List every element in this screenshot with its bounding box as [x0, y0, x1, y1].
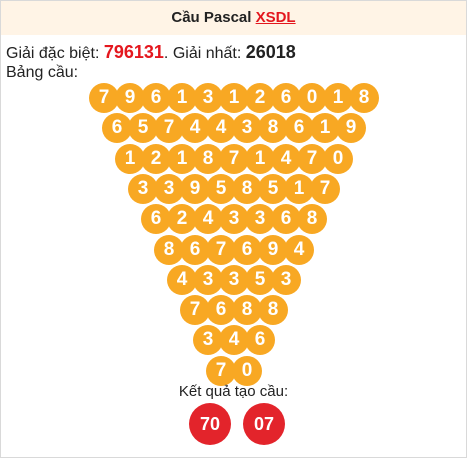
- pascal-ball: 7: [89, 83, 119, 113]
- pascal-ball: 1: [310, 113, 340, 144]
- pascal-ball: 3: [245, 204, 275, 235]
- pascal-ball: 8: [193, 143, 223, 174]
- pascal-ball: 1: [167, 83, 197, 113]
- pascal-ball: 3: [219, 204, 249, 235]
- pascal-ball: 4: [206, 113, 236, 144]
- pascal-ball: 4: [180, 113, 210, 144]
- pascal-ball: 1: [115, 143, 145, 174]
- pascal-ball: 4: [193, 204, 223, 235]
- board-label: Bảng cầu:: [6, 64, 79, 81]
- pascal-ball: 6: [141, 83, 171, 113]
- pascal-ball: 7: [219, 143, 249, 174]
- pascal-ball: 2: [245, 83, 275, 113]
- pascal-ball: 1: [323, 83, 353, 113]
- pascal-ball: 8: [349, 83, 379, 113]
- special-prize-value: 796131: [103, 42, 164, 62]
- pascal-ball: 8: [232, 173, 262, 204]
- pascal-ball: 6: [141, 204, 171, 235]
- pascal-ball: 4: [167, 264, 197, 295]
- pascal-ball: 8: [297, 204, 327, 235]
- pascal-ball: 2: [167, 204, 197, 235]
- pascal-ball: 9: [180, 173, 210, 204]
- pascal-ball: 6: [271, 83, 301, 113]
- pascal-ball: 6: [102, 113, 132, 144]
- pascal-ball: 3: [128, 173, 158, 204]
- pascal-ball: 5: [258, 173, 288, 204]
- prize-info: Giải đặc biệt: 796131. Giải nhất: 26018: [6, 42, 296, 63]
- pascal-ball: 3: [271, 264, 301, 295]
- pascal-ball: 8: [154, 234, 184, 265]
- first-prize-label: . Giải nhất:: [163, 45, 242, 62]
- result-ball-1: 70: [189, 403, 231, 445]
- pascal-ball: 4: [219, 325, 249, 356]
- result-label: Kết quả tạo cầu:: [178, 383, 289, 400]
- pascal-ball: 0: [232, 355, 262, 386]
- pascal-ball: 6: [245, 325, 275, 356]
- first-prize-value: 26018: [245, 42, 296, 62]
- pascal-ball: 6: [206, 295, 236, 326]
- card-header: Cầu Pascal XSDL: [1, 1, 466, 35]
- pascal-ball: 4: [271, 143, 301, 174]
- pascal-ball: 0: [297, 83, 327, 113]
- pascal-ball: 2: [141, 143, 171, 174]
- pascal-ball: 1: [219, 83, 249, 113]
- pascal-ball: 3: [232, 113, 262, 144]
- pascal-ball: 7: [206, 234, 236, 265]
- pascal-ball: 9: [258, 234, 288, 265]
- pascal-ball: 3: [154, 173, 184, 204]
- pascal-ball: 7: [206, 355, 236, 386]
- pascal-ball: 8: [258, 113, 288, 144]
- pascal-ball: 5: [128, 113, 158, 144]
- pascal-ball: 3: [193, 264, 223, 295]
- pascal-ball: 7: [180, 295, 210, 326]
- pascal-ball: 5: [245, 264, 275, 295]
- pascal-ball: 3: [219, 264, 249, 295]
- pascal-ball: 1: [245, 143, 275, 174]
- pascal-ball: 7: [154, 113, 184, 144]
- pascal-ball: 9: [336, 113, 366, 144]
- pascal-ball: 1: [167, 143, 197, 174]
- pascal-ball: 3: [193, 83, 223, 113]
- pascal-ball: 7: [310, 173, 340, 204]
- pascal-ball: 7: [297, 143, 327, 174]
- pascal-ball: 6: [232, 234, 262, 265]
- pascal-ball: 8: [258, 295, 288, 326]
- header-title: Cầu Pascal: [171, 9, 252, 26]
- pascal-ball: 5: [206, 173, 236, 204]
- pascal-ball: 6: [180, 234, 210, 265]
- pascal-ball: 3: [193, 325, 223, 356]
- xsdl-link[interactable]: XSDL: [255, 9, 296, 26]
- pascal-ball: 6: [271, 204, 301, 235]
- pascal-ball: 4: [284, 234, 314, 265]
- special-prize-label: Giải đặc biệt:: [6, 45, 100, 62]
- pascal-ball: 8: [232, 295, 262, 326]
- pascal-ball: 9: [115, 83, 145, 113]
- pascal-ball: 6: [284, 113, 314, 144]
- pascal-ball: 0: [323, 143, 353, 174]
- pascal-ball: 1: [284, 173, 314, 204]
- result-ball-2: 07: [243, 403, 285, 445]
